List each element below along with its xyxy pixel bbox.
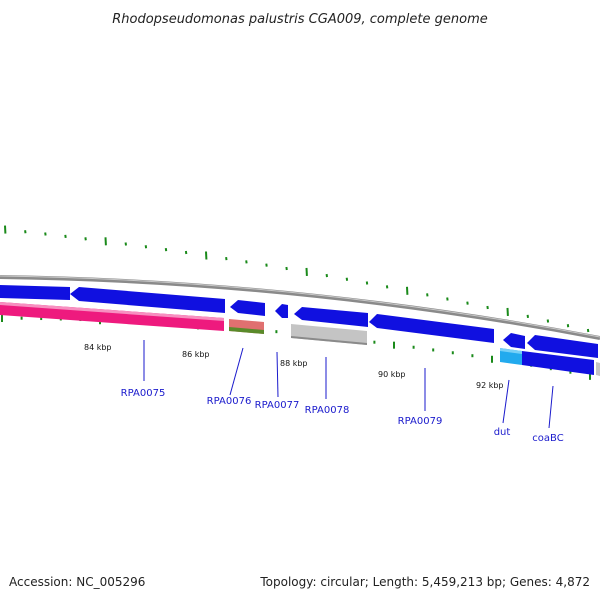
cds-arrow[interactable]	[527, 335, 598, 358]
accession-text: Accession: NC_005296	[9, 575, 146, 589]
scale-label: 92 kbp	[476, 381, 504, 390]
leader-line	[276, 351, 279, 398]
map-title: Rhodopseudomonas palustris CGA009, compl…	[112, 12, 488, 27]
scale-label: 86 kbp	[182, 350, 210, 359]
scale-label: 90 kbp	[378, 370, 406, 379]
gene-label-rpa0075[interactable]: RPA0075	[121, 388, 166, 399]
cds-arrow[interactable]	[230, 300, 265, 316]
gene-label-rpa0078[interactable]: RPA0078	[305, 405, 350, 416]
genome-backbone	[0, 275, 600, 340]
scale-label: 84 kbp	[84, 343, 112, 352]
scale-labels: 84 kbp 86 kbp 88 kbp 90 kbp 92 kbp	[84, 343, 504, 390]
gc-content-ticks	[4, 225, 590, 333]
cds-arrow[interactable]	[275, 304, 288, 318]
feature-track-upper	[0, 285, 598, 358]
cds-bar[interactable]	[522, 351, 594, 375]
scale-label: 88 kbp	[280, 359, 308, 368]
gene-labels: RPA0075 RPA0076 RPA0077 RPA0078 RPA0079 …	[121, 388, 564, 444]
gene-bar-pink-shade	[0, 302, 224, 321]
gene-label-rpa0076[interactable]: RPA0076	[207, 396, 252, 407]
gene-label-dut[interactable]: dut	[494, 427, 511, 438]
gene-bar-cyan-shade	[500, 348, 522, 354]
cds-arrow[interactable]	[294, 307, 368, 327]
leader-line	[229, 347, 244, 396]
cds-arrow[interactable]	[369, 314, 494, 343]
gene-leader-lines	[143, 340, 554, 429]
gene-label-coabc[interactable]: coaBC	[532, 433, 563, 444]
cds-arrow[interactable]	[0, 285, 70, 300]
leader-line	[548, 385, 554, 429]
genome-summary-text: Topology: circular; Length: 5,459,213 bp…	[260, 575, 590, 589]
gene-bar-gray-shade	[291, 336, 367, 345]
feature-track-lower	[0, 302, 600, 376]
gene-bar-pink[interactable]	[0, 302, 224, 331]
gene-label-rpa0079[interactable]: RPA0079	[398, 416, 443, 427]
gene-bar-multi-green	[229, 327, 264, 334]
gene-bar-gray-edge[interactable]	[596, 362, 600, 376]
cds-arrow[interactable]	[70, 287, 225, 313]
gene-label-rpa0077[interactable]: RPA0077	[255, 400, 300, 411]
cds-arrow[interactable]	[503, 333, 525, 349]
leader-line	[502, 379, 510, 424]
genome-backbone-highlight	[0, 275, 600, 338]
gene-bar-gray[interactable]	[291, 324, 367, 345]
